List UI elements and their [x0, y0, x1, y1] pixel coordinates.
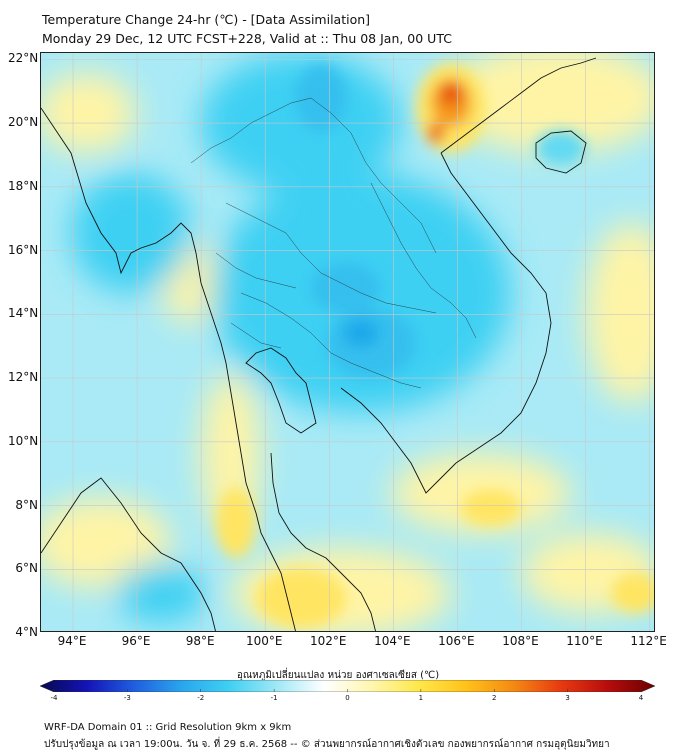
colorbar-tick-label: -3	[123, 694, 131, 702]
colorbar	[40, 680, 655, 692]
colorbar-tick-label: 4	[638, 694, 644, 702]
colorbar-tick-label: -4	[50, 694, 58, 702]
lon-tick-label: 94°E	[57, 634, 87, 648]
coastline-sumatra	[41, 477, 216, 631]
graticule	[41, 53, 654, 631]
coastline-peninsula-east	[270, 452, 376, 631]
border-west-2	[230, 322, 282, 349]
coastlines	[41, 57, 597, 631]
lon-tick-label: 100°E	[245, 634, 283, 648]
colorbar-gradient	[40, 680, 655, 692]
coastline-gulf-tonkin	[440, 57, 597, 154]
map-title: Temperature Change 24-hr (℃) - [Data Ass…	[42, 12, 371, 27]
lon-tick-label: 104°E	[374, 634, 411, 648]
warm-region-nw	[41, 73, 136, 153]
colorbar-tick-label: 1	[418, 694, 424, 702]
colorbar-title: อุณหภูมิเปลี่ยนแปลง หน่วย องศาเซลเซียส (…	[236, 670, 440, 681]
warm-peak-ne-1	[439, 81, 463, 105]
cool-region-bay	[71, 173, 191, 293]
lon-tick-label: 98°E	[185, 634, 215, 648]
cool-region-andaman	[116, 563, 206, 623]
temperature-field-map	[41, 53, 654, 631]
cool-core-north	[295, 64, 347, 132]
lat-tick-label: 6°N	[15, 561, 38, 576]
colorbar-tick-marks	[53, 689, 642, 692]
border-north	[190, 97, 437, 254]
lat-tick-label: 22°N	[8, 51, 39, 66]
warm-peak-ne-2	[428, 123, 444, 143]
lon-tick-label: 96°E	[121, 634, 151, 648]
lat-tick-label: 4°N	[15, 625, 38, 639]
coastline-west	[41, 107, 296, 631]
lat-tick-label: 8°N	[15, 497, 38, 512]
coastline-hainan	[535, 130, 587, 174]
border-central	[225, 202, 437, 314]
warm-core-se	[611, 573, 654, 613]
cool-core-central	[311, 263, 381, 313]
colorbar-tick-label: 2	[492, 694, 497, 702]
lat-tick-label: 18°N	[8, 178, 39, 193]
detail-field-regions	[216, 63, 654, 628]
border-south	[240, 292, 422, 389]
warm-region-ne	[446, 53, 654, 153]
lon-tick-label: 108°E	[502, 634, 539, 648]
lat-tick-label: 10°N	[8, 433, 39, 448]
coastline-indochina	[340, 152, 552, 494]
footer-credit: ปรับปรุงข้อมูล ณ เวลา 19:00น. วัน จ. ที่…	[44, 739, 610, 750]
warm-region-east	[586, 223, 654, 403]
border-mekong	[370, 182, 477, 339]
lon-tick-label: 112°E	[630, 634, 667, 648]
coastline-gulf-north	[245, 347, 317, 434]
lon-tick-label: 102°E	[310, 634, 347, 648]
map-panel[interactable]	[40, 52, 655, 632]
map-subtitle: Monday 29 Dec, 12 UTC FCST+228, Valid at…	[42, 31, 452, 46]
colorbar-tick-label: -2	[197, 694, 205, 702]
warm-core-south	[256, 568, 346, 628]
lat-tick-label: 20°N	[8, 115, 39, 130]
colorbar-tick-label: -1	[270, 694, 278, 702]
lat-tick-label: 14°N	[8, 306, 39, 321]
warm-core-sea	[461, 490, 521, 526]
lat-tick-label: 12°N	[8, 370, 39, 385]
border-west-1	[215, 252, 297, 289]
warm-region-sw	[41, 498, 171, 588]
footer-model-info: WRF-DA Domain 01 :: Grid Resolution 9km …	[44, 722, 292, 733]
admin-borders	[190, 97, 477, 389]
cool-patch-island	[536, 130, 586, 166]
warm-core-peninsula	[216, 488, 256, 558]
colorbar-tick-label: 0	[345, 694, 350, 702]
lon-tick-label: 110°E	[566, 634, 603, 648]
colorbar-tick-label: 3	[565, 694, 570, 702]
lat-tick-label: 16°N	[8, 242, 39, 257]
lon-tick-label: 106°E	[438, 634, 475, 648]
cool-peak-east	[343, 319, 379, 347]
